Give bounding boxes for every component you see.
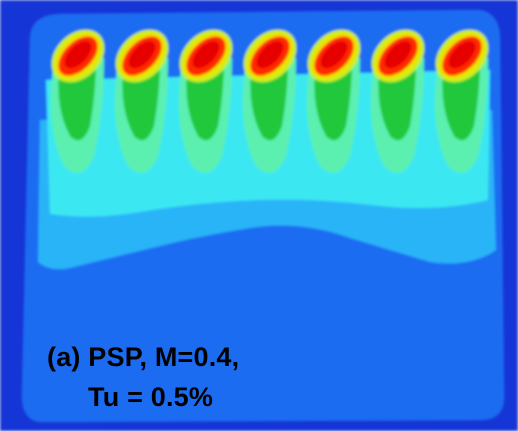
hole-core	[384, 40, 412, 69]
hole-core	[128, 40, 156, 69]
hole-core	[256, 40, 284, 69]
hole-core	[320, 40, 348, 69]
hole-core	[64, 40, 92, 69]
hole-core	[448, 40, 476, 69]
caption-line-2: Tu = 0.5%	[88, 382, 214, 412]
hole-core	[192, 40, 220, 69]
caption-line-1: (a) PSP, M=0.4,	[47, 342, 240, 372]
